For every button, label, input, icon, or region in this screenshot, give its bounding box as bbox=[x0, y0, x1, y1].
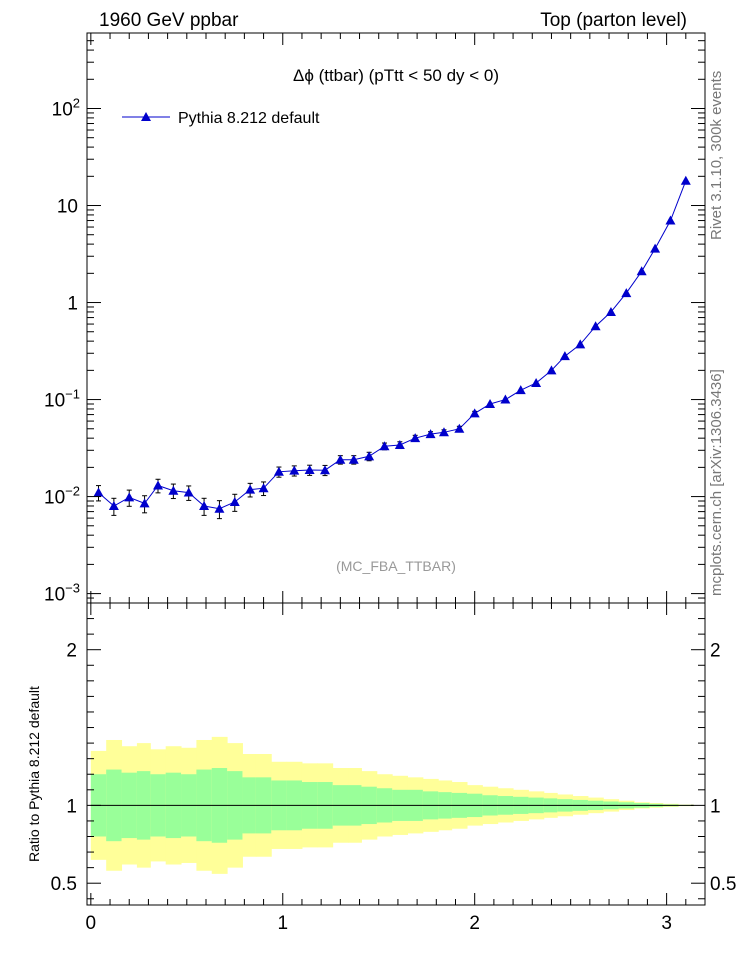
ratio-y-tick-label-right: 1 bbox=[710, 796, 721, 817]
main-marks bbox=[94, 176, 691, 519]
ratio-y-tick-label: 1 bbox=[66, 796, 77, 817]
ratio-panel: 0.5 0.5 1 1 2 2 0 1 2 3 Ratio to Pythia 8.212 def… bbox=[26, 603, 736, 934]
x-tick-label: 2 bbox=[469, 913, 480, 934]
header-right: Top (parton level) bbox=[540, 10, 687, 31]
ratio-y-tick-label-right: 2 bbox=[710, 641, 721, 662]
data-point bbox=[230, 497, 240, 506]
main-title: Δϕ (ttbar) (pTtt < 50 dy < 0) bbox=[293, 66, 499, 85]
data-point bbox=[500, 395, 510, 404]
main-y-tick-label: 10 bbox=[57, 197, 78, 218]
data-point bbox=[335, 455, 345, 464]
ratio-y-tick-label: 2 bbox=[66, 641, 77, 662]
main-y-tick-label: 10−2 bbox=[44, 484, 80, 509]
data-point bbox=[681, 176, 691, 185]
main-y-tick-label: 10−1 bbox=[44, 387, 80, 412]
data-point bbox=[153, 481, 163, 490]
rivet-label: Rivet 3.1.10, 300k events bbox=[708, 71, 725, 240]
data-point bbox=[516, 385, 526, 394]
main-panel: 10−3 10−2 10−1 1 10 102 Δϕ (ttbar) (pTtt < 50… bbox=[44, 33, 705, 606]
data-point bbox=[531, 378, 541, 387]
legend-label: Pythia 8.212 default bbox=[178, 110, 320, 127]
x-tick-label: 3 bbox=[661, 913, 672, 934]
data-point bbox=[364, 451, 374, 460]
main-y-tick-label: 1 bbox=[67, 294, 78, 315]
ratio-y-tick-label-right: 0.5 bbox=[710, 874, 736, 895]
data-point bbox=[650, 244, 660, 253]
data-point bbox=[168, 486, 178, 495]
data-point bbox=[470, 408, 480, 417]
data-point bbox=[140, 498, 150, 507]
header-left: 1960 GeV ppbar bbox=[99, 10, 239, 31]
x-tick-label: 1 bbox=[277, 913, 288, 934]
watermark: (MC_FBA_TTBAR) bbox=[336, 558, 456, 574]
ratio-y-tick-label: 0.5 bbox=[51, 874, 77, 895]
plot-canvas: 1960 GeV ppbar Top (parton level) Rivet … bbox=[0, 0, 746, 972]
main-y-tick-label: 10−3 bbox=[44, 581, 80, 606]
series-line bbox=[99, 181, 686, 509]
mcplots-label: mcplots.cern.ch [arXiv:1306.3436] bbox=[708, 369, 725, 596]
data-point bbox=[395, 440, 405, 449]
ratio-marks bbox=[91, 737, 694, 874]
data-point bbox=[560, 351, 570, 360]
data-point bbox=[621, 288, 631, 297]
main-y-tick-label: 102 bbox=[52, 95, 80, 120]
legend: Pythia 8.212 default bbox=[122, 110, 320, 127]
data-point bbox=[94, 488, 104, 497]
data-point bbox=[637, 266, 647, 275]
data-point bbox=[305, 465, 315, 474]
data-point bbox=[124, 492, 134, 501]
x-tick-label: 0 bbox=[86, 913, 97, 934]
data-point bbox=[665, 216, 675, 225]
ratio-ylabel: Ratio to Pythia 8.212 default bbox=[26, 686, 42, 862]
